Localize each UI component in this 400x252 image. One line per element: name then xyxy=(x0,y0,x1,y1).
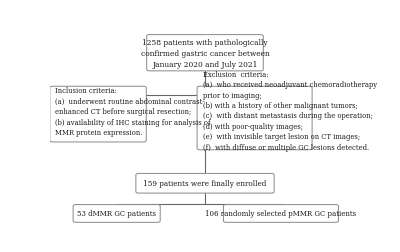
Text: Exclusion  criteria:
(a)  who received neoadjuvant chemoradiotherapy
prior to im: Exclusion criteria: (a) who received neo… xyxy=(203,71,377,151)
Text: 53 dMMR GC patients: 53 dMMR GC patients xyxy=(77,210,156,217)
FancyBboxPatch shape xyxy=(197,87,312,150)
FancyBboxPatch shape xyxy=(73,205,160,223)
Text: Inclusion criteria:
(a)  underwent routine abdominal contrast-
enhanced CT befor: Inclusion criteria: (a) underwent routin… xyxy=(56,87,211,137)
FancyBboxPatch shape xyxy=(50,87,146,142)
FancyBboxPatch shape xyxy=(224,205,338,223)
FancyBboxPatch shape xyxy=(147,36,263,72)
FancyBboxPatch shape xyxy=(136,174,274,193)
Text: 159 patients were finally enrolled: 159 patients were finally enrolled xyxy=(143,179,267,187)
Text: 106 randomly selected pMMR GC patients: 106 randomly selected pMMR GC patients xyxy=(205,210,356,217)
Text: 1258 patients with pathologically
confirmed gastric cancer between
January 2020 : 1258 patients with pathologically confir… xyxy=(141,39,269,69)
